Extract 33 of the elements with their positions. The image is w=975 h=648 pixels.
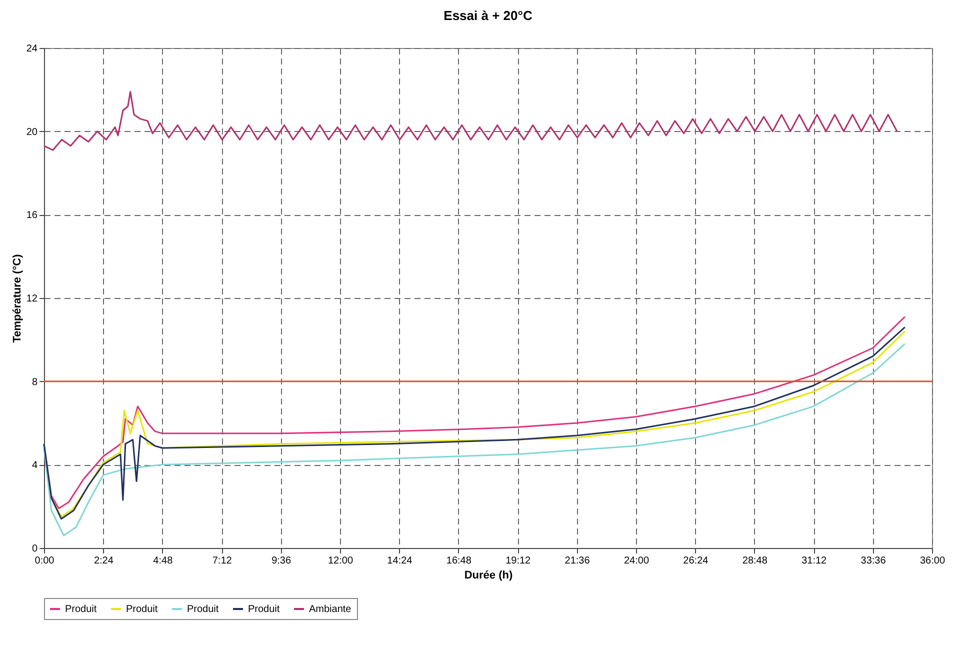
x-tick-label: 16:48	[446, 556, 472, 566]
y-tick-label: 16	[26, 210, 38, 222]
x-axis-title: Durée (h)	[464, 570, 513, 582]
x-tick-label: 0:00	[34, 556, 55, 566]
legend-label: Produit	[126, 604, 158, 615]
y-tick-label: 12	[26, 294, 38, 304]
x-tick-label: 4:48	[153, 556, 174, 566]
x-tick-label: 26:24	[683, 556, 709, 566]
line-series	[43, 343, 906, 536]
legend-label: Produit	[65, 604, 97, 615]
chart-title: Essai à + 20°C	[444, 8, 533, 23]
y-tick-label: 8	[32, 376, 38, 388]
x-tick-label: 19:12	[506, 556, 532, 566]
x-tick-label: 24:00	[624, 556, 650, 566]
x-tick-label: 31:12	[802, 556, 828, 566]
legend-label: Produit	[248, 604, 280, 615]
line-series	[43, 91, 898, 151]
y-tick-label: 4	[32, 460, 38, 472]
y-tick-label: 20	[26, 126, 38, 138]
x-tick-label: 33:36	[860, 556, 886, 566]
y-tick-label: 0	[32, 544, 38, 554]
y-axis-title: Température (°C)	[11, 254, 24, 343]
legend-label: Produit	[187, 604, 219, 615]
x-tick-label: 14:24	[387, 556, 413, 566]
x-tick-label: 36:00	[920, 556, 946, 566]
x-tick-label: 21:36	[564, 556, 590, 566]
legend-label: Ambiante	[309, 604, 352, 615]
x-tick-label: 12:00	[328, 556, 354, 566]
x-tick-label: 28:48	[742, 556, 768, 566]
y-tick-label: 24	[26, 44, 38, 54]
x-tick-label: 7:12	[212, 556, 232, 566]
x-tick-label: 9:36	[272, 556, 292, 566]
x-tick-label: 2:24	[94, 556, 114, 566]
